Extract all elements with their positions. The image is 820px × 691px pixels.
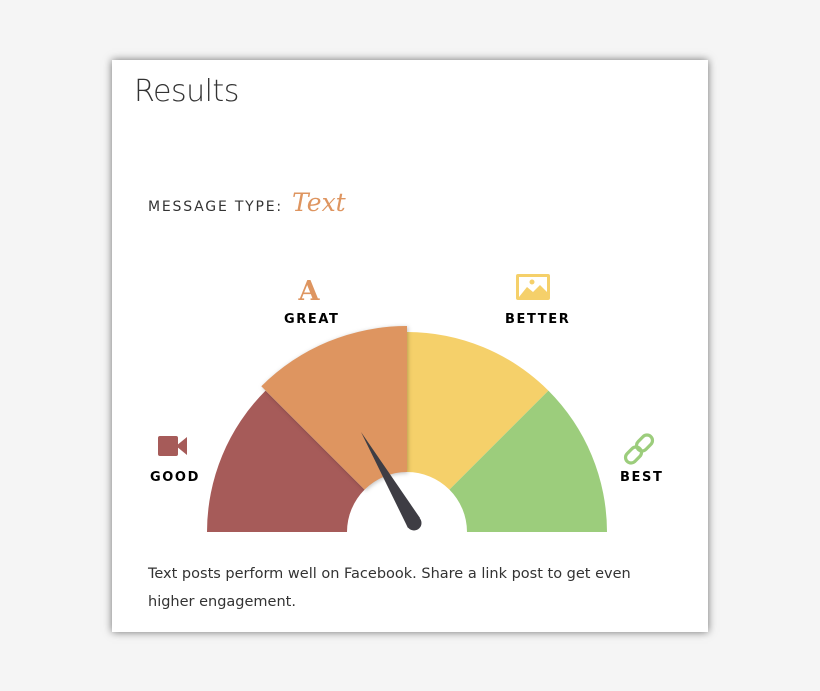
label-better: BETTER bbox=[505, 312, 571, 327]
label-best: BEST bbox=[620, 470, 664, 485]
message-type-label: MESSAGE TYPE: bbox=[148, 199, 283, 215]
gauge: A bbox=[158, 274, 655, 532]
gauge-needle bbox=[361, 432, 420, 528]
gauge-segment-best bbox=[449, 390, 607, 532]
message-type: MESSAGE TYPE: Text bbox=[148, 188, 346, 217]
link-icon bbox=[623, 433, 655, 465]
gauge-segment-good bbox=[207, 390, 365, 532]
gauge-segment-better bbox=[407, 332, 549, 490]
results-card: Results MESSAGE TYPE: Text A GOOD GREAT … bbox=[112, 60, 708, 632]
gauge-needle-base bbox=[406, 515, 422, 531]
label-good: GOOD bbox=[150, 470, 200, 485]
letter-a-icon: A bbox=[298, 276, 321, 307]
video-camera-icon bbox=[158, 436, 187, 456]
label-great: GREAT bbox=[284, 312, 340, 327]
image-icon bbox=[516, 274, 550, 300]
result-description: Text posts perform well on Facebook. Sha… bbox=[148, 566, 631, 610]
message-type-value: Text bbox=[292, 188, 346, 217]
page-title: Results bbox=[134, 74, 239, 109]
